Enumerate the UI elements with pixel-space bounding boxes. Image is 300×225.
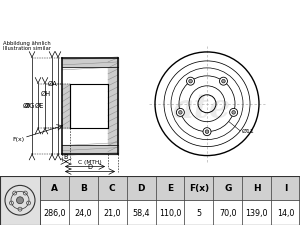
Text: D: D <box>88 164 92 170</box>
Circle shape <box>189 79 192 83</box>
Text: E: E <box>167 184 173 193</box>
Circle shape <box>222 79 225 83</box>
Text: Illustration similar: Illustration similar <box>3 46 51 51</box>
Text: D: D <box>137 184 145 193</box>
Text: B: B <box>64 153 68 160</box>
Text: C: C <box>109 184 116 193</box>
Circle shape <box>203 128 211 136</box>
Circle shape <box>230 108 238 116</box>
Text: F(x): F(x) <box>12 137 24 142</box>
Text: F(x): F(x) <box>189 184 209 193</box>
Circle shape <box>205 130 209 133</box>
Text: A: A <box>51 184 58 193</box>
Circle shape <box>178 110 182 114</box>
Text: 424119: 424119 <box>188 11 250 25</box>
Circle shape <box>16 197 23 204</box>
Text: ate: ate <box>173 92 231 125</box>
Text: I: I <box>284 184 287 193</box>
Text: 58,4: 58,4 <box>132 209 150 218</box>
Text: ØG: ØG <box>25 103 35 109</box>
Circle shape <box>232 110 236 114</box>
Text: ØH: ØH <box>41 91 51 97</box>
Text: 286,0: 286,0 <box>43 209 66 218</box>
Text: 139,0: 139,0 <box>245 209 268 218</box>
Text: 5: 5 <box>196 209 202 218</box>
Circle shape <box>176 108 184 116</box>
Text: ØE: ØE <box>34 103 44 109</box>
Text: 14,0: 14,0 <box>277 209 294 218</box>
Text: Abbildung ähnlich: Abbildung ähnlich <box>3 41 51 46</box>
Text: H: H <box>253 184 260 193</box>
Text: ØI: ØI <box>23 103 30 109</box>
Text: C (MTH): C (MTH) <box>78 160 102 165</box>
Circle shape <box>220 77 227 85</box>
Text: 110,0: 110,0 <box>159 209 181 218</box>
Text: Ø11: Ø11 <box>242 129 255 134</box>
Text: 24.0124-0119.1: 24.0124-0119.1 <box>43 11 173 25</box>
Bar <box>0 176 40 225</box>
Text: G: G <box>224 184 232 193</box>
Bar <box>40 176 300 200</box>
Circle shape <box>187 77 194 85</box>
Text: 21,0: 21,0 <box>103 209 121 218</box>
Text: B: B <box>80 184 87 193</box>
Text: 70,0: 70,0 <box>219 209 236 218</box>
Text: ØA: ØA <box>47 81 57 87</box>
Text: 24,0: 24,0 <box>75 209 92 218</box>
